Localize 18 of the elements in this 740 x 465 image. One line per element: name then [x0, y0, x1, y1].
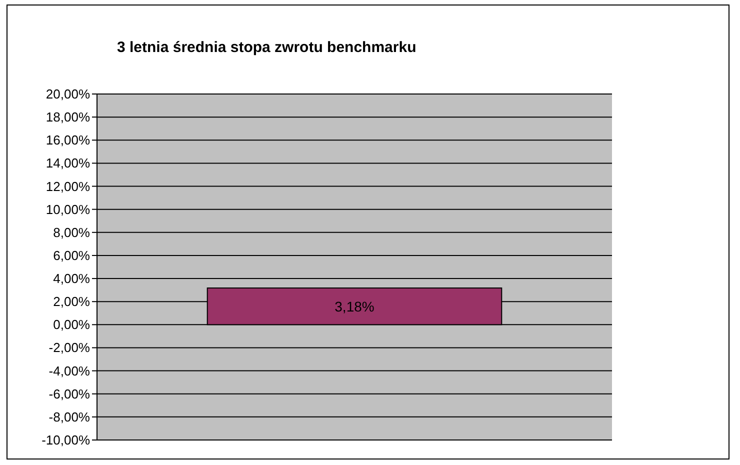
y-tick-label: 8,00% — [53, 224, 90, 240]
y-tick-label: -2,00% — [48, 340, 90, 356]
y-tick-label: -4,00% — [48, 363, 90, 378]
y-tick-label: 10,00% — [46, 202, 90, 217]
y-tick-label: -10,00% — [42, 432, 90, 448]
y-tick-label: 16,00% — [46, 132, 90, 148]
y-tick-label: 20,00% — [46, 86, 90, 102]
y-tick-label: 0,00% — [53, 317, 90, 332]
y-tick-label: 2,00% — [53, 294, 90, 310]
y-tick-label: -8,00% — [48, 409, 90, 424]
y-tick-label: -6,00% — [48, 386, 90, 402]
chart-title: 3 letnia średnia stopa zwrotu benchmarku — [117, 39, 416, 56]
y-tick-label: 18,00% — [46, 110, 90, 125]
y-tick-label: 6,00% — [53, 248, 90, 263]
y-tick-label: 14,00% — [46, 156, 90, 171]
y-tick-label: 4,00% — [53, 271, 90, 286]
y-tick-label: 12,00% — [46, 178, 90, 194]
data-label: 3,18% — [334, 298, 374, 314]
